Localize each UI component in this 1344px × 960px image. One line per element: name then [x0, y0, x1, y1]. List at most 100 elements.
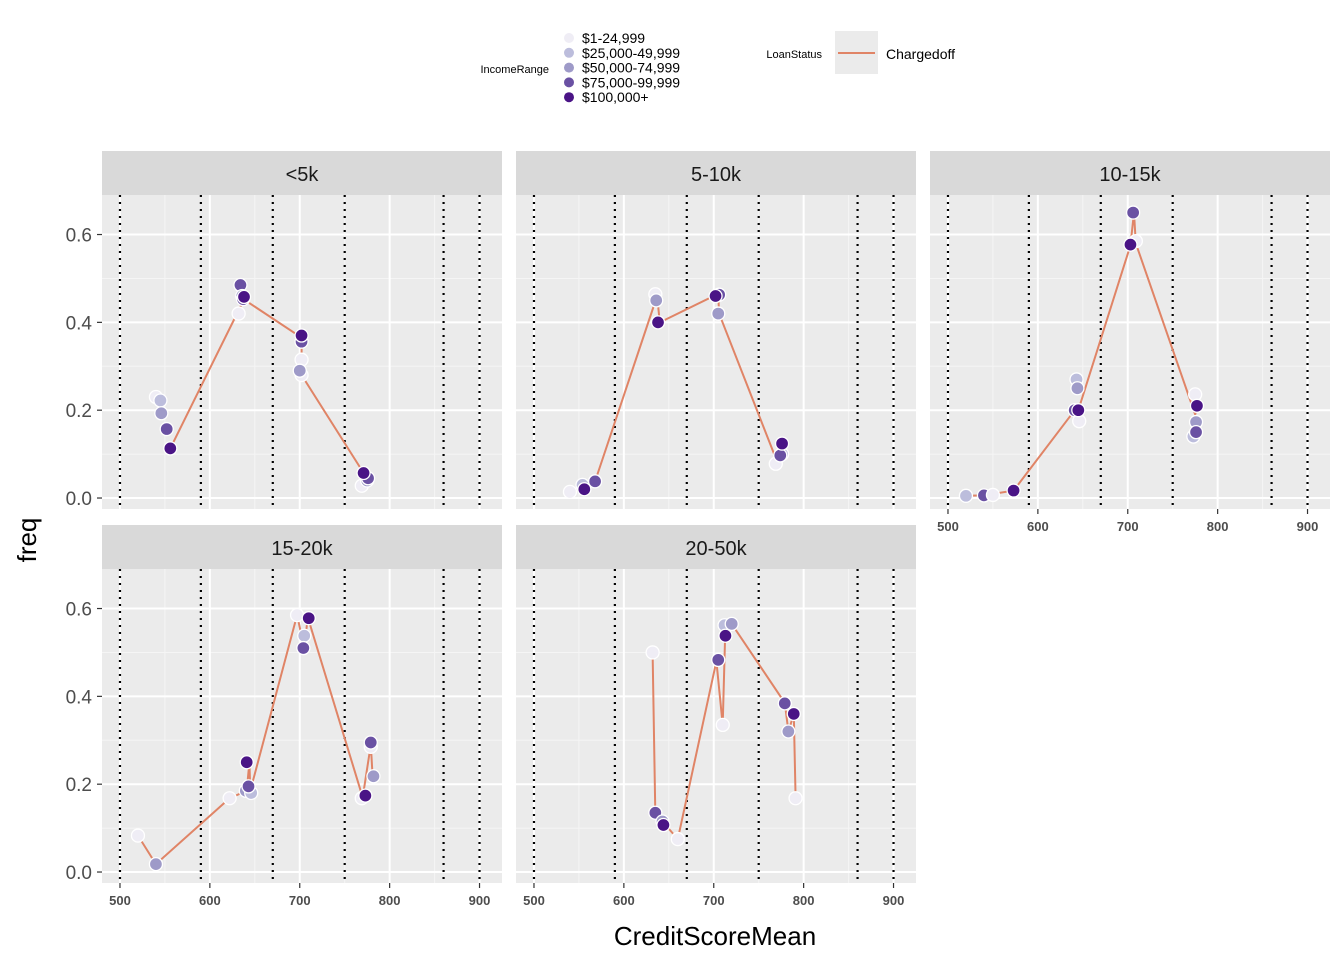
legend-income-label: $1-24,999: [582, 30, 645, 46]
legend-income-swatch: [564, 92, 574, 103]
x-tick-label: 800: [379, 893, 401, 908]
x-tick-label: 600: [613, 893, 635, 908]
data-point: [587, 474, 603, 489]
facet-strip: [516, 525, 916, 569]
facet-strip: [102, 151, 502, 195]
data-point: [363, 735, 378, 750]
x-tick-label: 800: [1207, 519, 1229, 534]
data-point: [788, 791, 803, 806]
data-point: [649, 293, 664, 308]
x-tick-label: 900: [1297, 519, 1319, 534]
facet-panel: 10-15k 500 600 700 800 900: [930, 151, 1330, 534]
legend-income-swatch: [564, 33, 574, 43]
data-point: [1189, 398, 1205, 413]
y-tick-label: 0.2: [66, 775, 92, 796]
facet-panels: <5k 0.0 0.2 0.4 0.6 5-10k 10-15k 500 600 700 800 90…: [66, 151, 1330, 908]
data-point: [650, 315, 666, 330]
data-point: [786, 706, 801, 722]
data-point: [715, 717, 730, 733]
data-point: [1006, 483, 1021, 498]
facet-title: 5-10k: [691, 164, 742, 186]
data-point: [711, 652, 726, 668]
x-tick-label: 900: [469, 893, 491, 908]
data-point: [148, 856, 164, 872]
data-point: [577, 482, 592, 497]
facet-panel: <5k 0.0 0.2 0.4 0.6: [66, 151, 502, 510]
data-point: [645, 645, 660, 660]
x-axis-title: CreditScoreMean: [614, 921, 816, 951]
data-point: [1125, 205, 1141, 220]
legend-income-title: IncomeRange: [481, 64, 550, 76]
data-point: [985, 487, 1001, 503]
data-point: [711, 306, 726, 321]
data-point: [718, 628, 733, 643]
data-point: [958, 488, 974, 503]
panel-background: [102, 569, 502, 883]
data-point: [241, 779, 256, 794]
data-point: [153, 393, 168, 408]
y-tick-label: 0.4: [66, 687, 93, 708]
data-point: [774, 436, 790, 451]
x-tick-label: 500: [937, 519, 959, 534]
data-point: [1188, 424, 1204, 440]
y-axis-title: freq: [12, 518, 42, 563]
data-point: [366, 769, 381, 784]
facet-strip: [930, 151, 1330, 195]
data-point: [292, 363, 307, 378]
y-tick-label: 0.4: [66, 313, 93, 334]
data-point: [773, 448, 788, 463]
panel-background: [516, 195, 916, 509]
data-point: [562, 484, 578, 500]
y-tick-label: 0.6: [66, 226, 92, 247]
legend-income-label: $100,000+: [582, 89, 649, 105]
data-point: [301, 611, 316, 626]
data-point: [1070, 381, 1085, 396]
facet-title: 10-15k: [1099, 164, 1161, 186]
data-point: [294, 328, 309, 343]
legend-income-swatch: [564, 47, 574, 58]
y-tick-label: 0.0: [66, 863, 92, 884]
facet-strip: [516, 151, 916, 195]
data-point: [724, 616, 739, 632]
x-tick-label: 600: [199, 893, 221, 908]
x-tick-label: 500: [523, 893, 545, 908]
facet-title: <5k: [286, 164, 320, 186]
legend: IncomeRange $1-24,999$25,000-49,999$50,0…: [481, 30, 956, 105]
legend-income-label: $25,000-49,999: [582, 45, 680, 61]
data-point: [231, 306, 246, 321]
y-tick-label: 0.6: [66, 600, 92, 621]
x-tick-label: 700: [289, 893, 311, 908]
data-point: [670, 831, 685, 847]
data-point: [358, 788, 373, 803]
data-point: [781, 724, 796, 739]
x-tick-label: 700: [703, 893, 725, 908]
x-tick-label: 600: [1027, 519, 1049, 534]
data-point: [239, 755, 254, 770]
legend-status-title: LoanStatus: [766, 49, 822, 61]
facet-strip: [102, 525, 502, 569]
data-point: [656, 817, 671, 833]
data-point: [777, 696, 792, 711]
x-tick-label: 700: [1117, 519, 1139, 534]
data-point: [222, 791, 237, 806]
data-point: [154, 406, 169, 421]
data-point: [297, 628, 312, 643]
y-tick-label: 0.0: [66, 489, 92, 510]
facet-panel: 20-50k 500 600 700 800 900: [516, 525, 916, 908]
data-point: [163, 441, 178, 456]
legend-income-swatch: [564, 62, 574, 73]
data-point: [296, 640, 311, 656]
data-point: [289, 607, 305, 623]
data-point: [130, 828, 146, 843]
legend-income-items: $1-24,999$25,000-49,999$50,000-74,999$75…: [564, 30, 680, 105]
x-tick-label: 500: [109, 893, 131, 908]
data-point: [708, 288, 723, 304]
x-tick-label: 800: [793, 893, 815, 908]
x-tick-label: 900: [883, 893, 905, 908]
y-tick-label: 0.2: [66, 401, 92, 422]
facet-panel: 15-20k 0.0 0.2 0.4 0.6 500 600 700 800 900: [66, 525, 502, 908]
data-point: [236, 289, 252, 305]
data-point: [159, 421, 174, 437]
legend-income-swatch: [564, 77, 574, 88]
